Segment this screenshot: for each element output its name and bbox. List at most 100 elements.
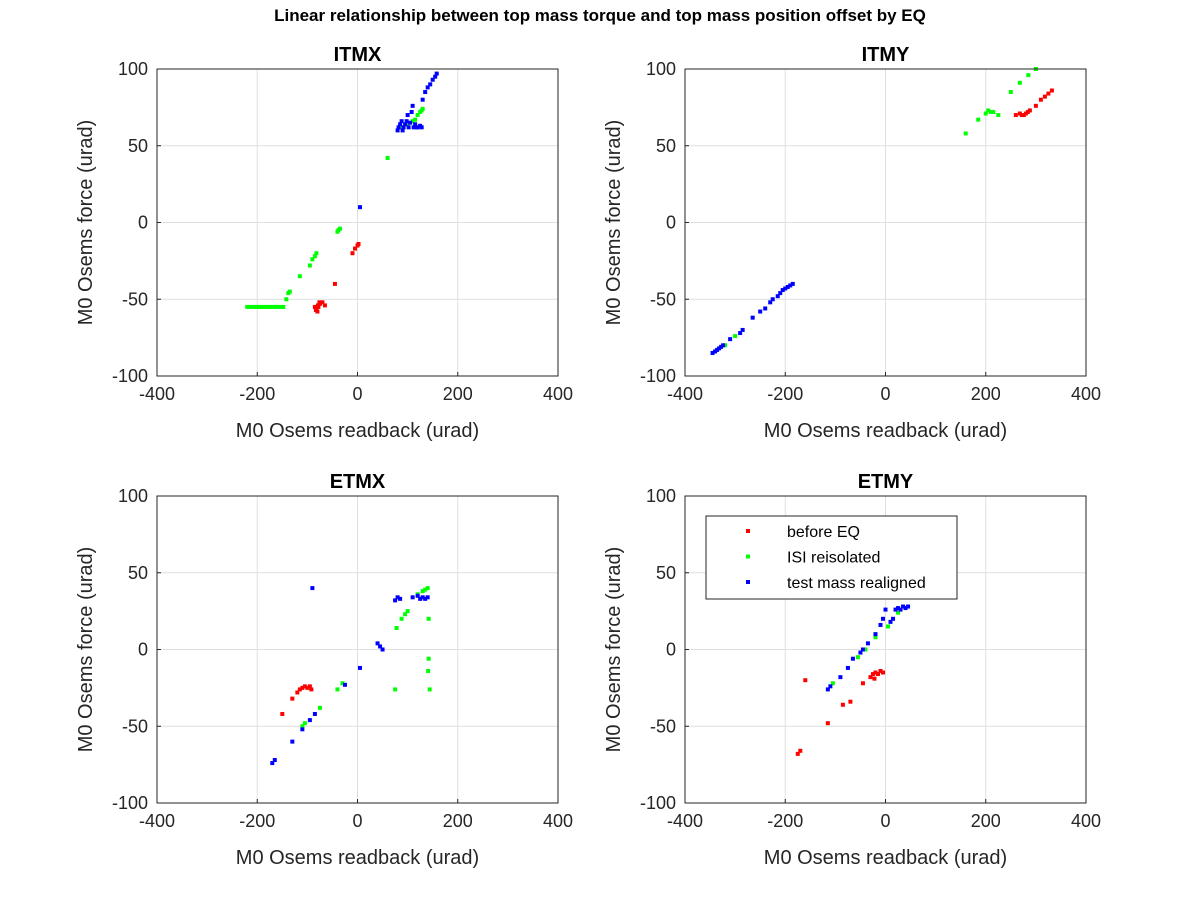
data-point: [332, 281, 337, 286]
data-point: [798, 748, 803, 753]
data-point: [316, 304, 321, 309]
data-point: [880, 670, 885, 675]
data-point: [399, 616, 404, 621]
data-point: [860, 681, 865, 686]
etmy-x-tick-label: 0: [880, 811, 890, 831]
data-point: [266, 304, 271, 309]
data-point: [413, 117, 418, 122]
data-point: [419, 125, 424, 130]
data-point: [870, 672, 875, 677]
legend-marker-isi-reisolated: [746, 554, 750, 559]
etmx-x-tick-label: 400: [543, 811, 573, 831]
data-point: [420, 595, 425, 600]
data-point: [783, 286, 788, 291]
etmy-x-tick-label: 400: [1071, 811, 1101, 831]
data-point: [415, 125, 420, 130]
data-point: [270, 761, 275, 766]
data-point: [309, 687, 314, 692]
data-point: [302, 684, 307, 689]
data-point: [713, 349, 718, 354]
data-point: [410, 595, 415, 600]
data-point: [395, 128, 400, 133]
data-point: [1017, 80, 1022, 85]
data-point: [845, 665, 850, 670]
data-point: [317, 705, 322, 710]
etmy-y-tick-label: -50: [650, 716, 676, 736]
data-point: [378, 644, 383, 649]
data-point: [785, 284, 790, 289]
data-point: [1042, 94, 1047, 99]
data-point: [356, 241, 361, 246]
data-point: [1046, 91, 1051, 96]
data-point: [893, 607, 898, 612]
data-point: [248, 304, 253, 309]
data-point: [723, 343, 728, 348]
itmx-x-tick-label: -400: [139, 384, 175, 404]
itmx-y-tick-label: 0: [138, 213, 148, 233]
data-point: [901, 604, 906, 609]
etmx-series-test-mass-realigned: [270, 586, 430, 766]
data-point: [738, 331, 743, 336]
data-point: [245, 304, 250, 309]
etmx-x-axis-label: M0 Osems readback (urad): [236, 847, 479, 869]
data-point: [287, 289, 292, 294]
data-point: [872, 676, 877, 681]
etmx-y-tick-label: -50: [122, 716, 148, 736]
itmy-y-tick-label: 100: [646, 59, 676, 79]
data-point: [403, 122, 408, 127]
etmy-axes: -400 -200 0 200 400 -100 -50 0 50 100 ETMY M0 Osems…: [603, 471, 1101, 869]
itmx-y-tick-label: 50: [128, 136, 148, 156]
data-point: [426, 656, 431, 661]
itmx-series-isi-reisolated: [245, 106, 425, 309]
itmx-y-axis-label: M0 Osems force (urad): [75, 120, 97, 326]
data-point: [873, 635, 878, 640]
data-point: [875, 672, 880, 677]
subplots: -400 -200 0 200 400 -100 -50 0 50 100 ITMX M0 Osems…: [75, 44, 1101, 869]
data-point: [408, 120, 413, 125]
itmy-y-axis-label: M0 Osems force (urad): [603, 120, 625, 326]
data-point: [284, 297, 289, 302]
data-point: [1033, 103, 1038, 108]
data-point: [281, 304, 286, 309]
data-point: [425, 85, 430, 90]
etmx-y-tick-label: 50: [128, 563, 148, 583]
data-point: [1019, 113, 1024, 118]
data-point: [400, 128, 405, 133]
itmx-x-tick-label: 200: [443, 384, 473, 404]
data-point: [427, 687, 432, 692]
data-point: [1021, 113, 1026, 118]
data-point: [425, 595, 430, 600]
data-point: [710, 350, 715, 355]
itmy-y-tick-label: -50: [650, 289, 676, 309]
data-point: [433, 74, 438, 79]
data-point: [257, 304, 262, 309]
data-point: [405, 122, 410, 127]
data-point: [406, 125, 411, 130]
data-point: [315, 309, 320, 314]
data-point: [398, 122, 403, 127]
data-point: [251, 304, 256, 309]
itmy-y-tick-label: 0: [666, 213, 676, 233]
data-point: [976, 117, 981, 122]
data-point: [300, 724, 305, 729]
etmy-y-axis-label: M0 Osems force (urad): [603, 547, 625, 753]
itmy-x-axis-label: M0 Osems readback (urad): [764, 420, 1007, 442]
data-point: [350, 251, 355, 256]
data-point: [411, 125, 416, 130]
data-point: [401, 125, 406, 130]
data-point: [352, 246, 357, 251]
data-point: [840, 702, 845, 707]
data-point: [409, 109, 414, 114]
data-point: [428, 82, 433, 87]
data-point: [290, 739, 295, 744]
data-point: [405, 113, 410, 118]
data-point: [426, 668, 431, 673]
itmy-x-tick-label: -400: [667, 384, 703, 404]
data-point: [430, 77, 435, 82]
data-point: [719, 344, 724, 349]
data-point: [1017, 111, 1022, 116]
data-point: [393, 598, 398, 603]
data-point: [300, 685, 305, 690]
etmx-y-tick-label: 100: [118, 486, 148, 506]
data-point: [423, 90, 428, 95]
